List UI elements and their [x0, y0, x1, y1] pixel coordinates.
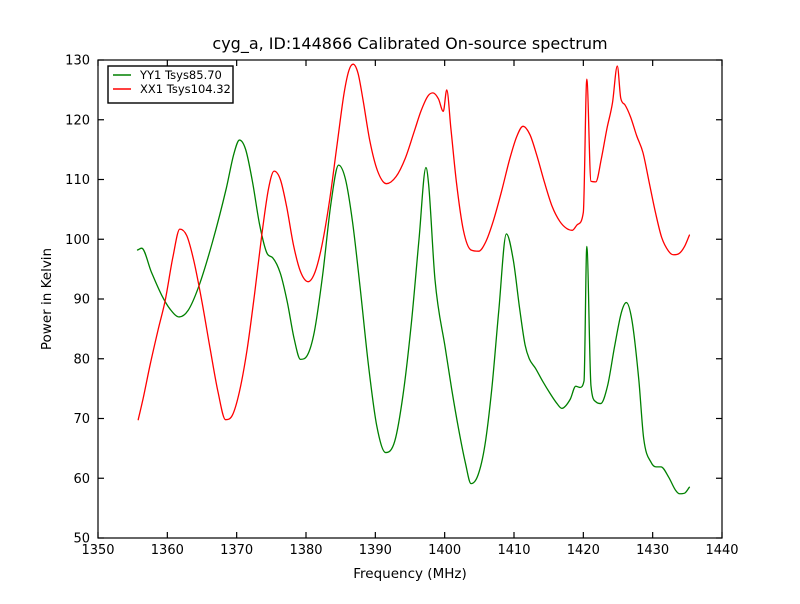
- y-tick-label: 130: [65, 54, 90, 69]
- x-axis-label: Frequency (MHz): [353, 566, 466, 582]
- y-axis-label: Power in Kelvin: [39, 248, 55, 350]
- x-tick-label: 1440: [705, 543, 738, 558]
- legend-box: [107, 65, 234, 104]
- legend-label-yy1: YY1 Tsys85.70: [139, 68, 222, 82]
- axis-ticks: [97, 59, 723, 539]
- series-lines: [136, 63, 691, 495]
- legend: YY1 Tsys85.70 XX1 Tsys104.32: [107, 65, 234, 104]
- y-tick-label: 50: [73, 532, 90, 547]
- x-tick-labels: 1350 1360 1370 1380 1390 1400 1410 1420 1430 1440: [81, 543, 738, 558]
- y-tick-label: 80: [73, 352, 90, 367]
- y-tick-label: 120: [65, 113, 90, 128]
- x-tick-label: 1360: [151, 543, 184, 558]
- y-tick-label: 100: [65, 233, 90, 248]
- x-tick-label: 1370: [220, 543, 253, 558]
- y-tick-label: 70: [73, 412, 90, 427]
- chart-title: cyg_a, ID:144866 Calibrated On-source sp…: [212, 34, 607, 54]
- x-tick-label: 1410: [497, 543, 530, 558]
- x-tick-label: 1390: [359, 543, 392, 558]
- y-tick-label: 90: [73, 293, 90, 308]
- plot-area: [97, 59, 723, 539]
- y-tick-label: 110: [65, 173, 90, 188]
- x-tick-label: 1430: [636, 543, 669, 558]
- legend-label-xx1: XX1 Tsys104.32: [140, 82, 231, 96]
- x-tick-label: 1380: [289, 543, 322, 558]
- series-yy1-line: [136, 139, 691, 495]
- x-tick-label: 1420: [567, 543, 600, 558]
- y-tick-labels: 50 60 70 80 90 100 110 120 130: [65, 54, 90, 547]
- x-tick-label: 1400: [428, 543, 461, 558]
- x-tick-label: 1350: [81, 543, 114, 558]
- y-tick-label: 60: [73, 472, 90, 487]
- series-xx1-line: [137, 63, 691, 421]
